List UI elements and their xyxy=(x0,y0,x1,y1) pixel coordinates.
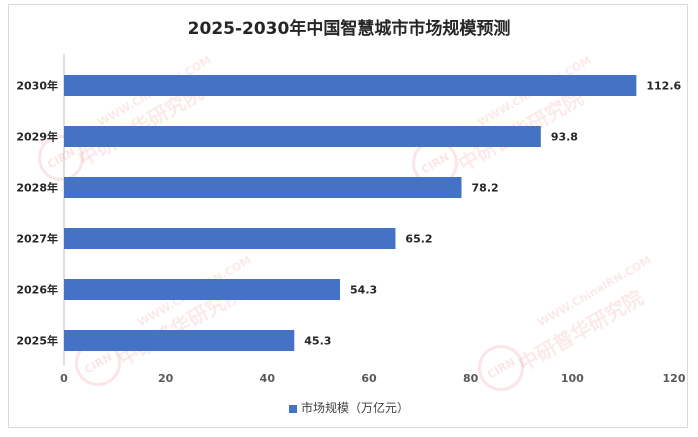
bar xyxy=(64,177,462,198)
x-tick-label: 20 xyxy=(158,372,174,385)
data-label: 112.6 xyxy=(646,80,681,93)
y-tick-label: 2027年 xyxy=(16,232,58,246)
bar xyxy=(64,126,541,147)
x-tick-label: 120 xyxy=(663,372,686,385)
x-tick-label: 40 xyxy=(260,372,276,385)
data-label: 65.2 xyxy=(405,233,432,246)
bar xyxy=(64,228,396,249)
data-label: 45.3 xyxy=(304,335,331,348)
y-tick-label: 2025年 xyxy=(16,334,58,348)
data-label: 54.3 xyxy=(350,284,377,297)
legend-label: 市场规模（万亿元） xyxy=(300,401,409,415)
x-tick-label: 60 xyxy=(361,372,377,385)
y-tick-label: 2030年 xyxy=(16,79,58,93)
x-tick-label: 100 xyxy=(561,372,584,385)
x-tick-label: 80 xyxy=(463,372,479,385)
y-tick-label: 2028年 xyxy=(16,181,58,195)
bar xyxy=(64,75,637,96)
chart-title: 2025-2030年中国智慧城市市场规模预测 xyxy=(187,19,511,39)
legend-swatch xyxy=(288,404,297,413)
x-tick-label: 0 xyxy=(60,372,68,385)
bar xyxy=(64,330,295,351)
legend: 市场规模（万亿元） xyxy=(0,399,698,416)
y-tick-label: 2029年 xyxy=(16,130,58,144)
y-tick-label: 2026年 xyxy=(16,283,58,297)
data-label: 78.2 xyxy=(472,182,499,195)
bar xyxy=(64,279,341,300)
chart-frame xyxy=(8,4,688,428)
data-label: 93.8 xyxy=(551,131,578,144)
